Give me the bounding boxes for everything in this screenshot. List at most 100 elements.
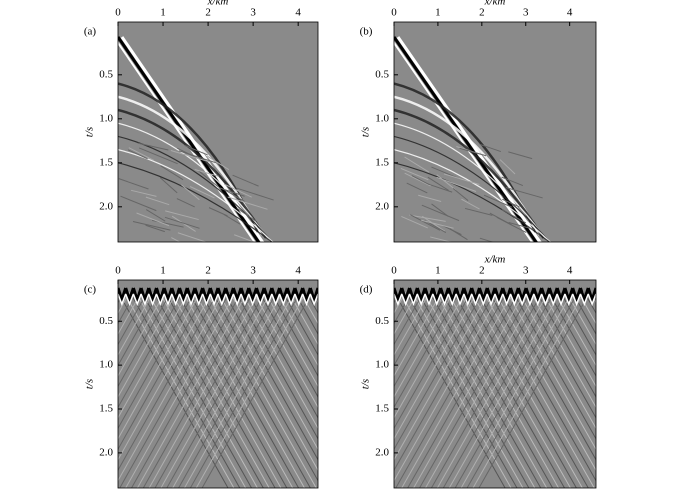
noise bbox=[508, 221, 535, 230]
diagonal-event bbox=[119, 291, 231, 488]
noise bbox=[160, 165, 184, 181]
reflection bbox=[394, 135, 551, 242]
reflection bbox=[118, 108, 268, 239]
diagonal-event bbox=[264, 291, 318, 388]
noise bbox=[410, 214, 441, 231]
noise bbox=[502, 198, 520, 208]
diagonal-event bbox=[118, 291, 225, 482]
diagonal-event bbox=[118, 291, 219, 472]
surface-wave bbox=[171, 293, 181, 307]
diagonal-event bbox=[447, 291, 560, 488]
diagonal-event bbox=[417, 291, 530, 488]
noise bbox=[171, 237, 181, 242]
noise bbox=[136, 212, 170, 227]
diagonal-event bbox=[118, 291, 229, 488]
noise bbox=[128, 147, 155, 161]
diagonal-event bbox=[118, 291, 213, 461]
y-tick-label: 0.5 bbox=[375, 315, 389, 327]
noise bbox=[145, 209, 166, 222]
noise bbox=[427, 176, 449, 191]
surface-wave bbox=[501, 287, 512, 305]
plot-frame bbox=[117, 21, 319, 243]
y-tick-label: 1.5 bbox=[375, 403, 389, 415]
diagonal-event bbox=[394, 291, 484, 451]
diagonal-event bbox=[118, 291, 178, 398]
noise bbox=[177, 232, 208, 242]
wavefront bbox=[118, 41, 256, 242]
surface-wave bbox=[163, 293, 173, 307]
wavefront bbox=[394, 41, 534, 242]
diagonal-event bbox=[205, 291, 317, 488]
diagonal-event bbox=[460, 291, 573, 488]
diagonal-event bbox=[583, 291, 596, 314]
diagonal-event bbox=[288, 291, 318, 346]
x-tick-label: 2 bbox=[205, 265, 211, 277]
surface-wave bbox=[394, 287, 404, 305]
diagonal-event bbox=[241, 291, 318, 430]
surface-wave bbox=[556, 293, 566, 307]
surface-wave bbox=[239, 287, 251, 305]
diagonal-event bbox=[118, 291, 131, 314]
surface-wave bbox=[201, 293, 212, 307]
diagonal-event bbox=[136, 291, 248, 488]
surface-wave bbox=[564, 293, 574, 307]
noise bbox=[483, 194, 513, 208]
diagonal-event bbox=[405, 291, 518, 488]
diagonal-event bbox=[466, 291, 579, 488]
surface-wave bbox=[533, 293, 543, 307]
surface-wave bbox=[408, 293, 419, 307]
surface-wave bbox=[308, 287, 318, 305]
surface-wave bbox=[132, 293, 142, 307]
surface-wave bbox=[155, 293, 165, 307]
noise bbox=[118, 178, 149, 190]
noise bbox=[138, 147, 178, 165]
surface-wave bbox=[193, 287, 205, 305]
diagonal-event bbox=[142, 291, 254, 488]
diagonal-event bbox=[394, 291, 419, 335]
x-tick-label: 0 bbox=[391, 265, 397, 277]
diagonal-event bbox=[172, 291, 284, 488]
surface-wave bbox=[194, 293, 204, 307]
diagonal-event bbox=[441, 291, 554, 488]
diagonal-event bbox=[229, 291, 318, 451]
diagonal-event bbox=[166, 291, 278, 488]
diagonal-event bbox=[448, 291, 561, 488]
surface-wave bbox=[571, 293, 582, 307]
diagonal-event bbox=[458, 291, 571, 488]
noise bbox=[459, 147, 487, 157]
noise bbox=[411, 175, 430, 186]
surface-wave bbox=[586, 287, 596, 305]
diagonal-event bbox=[152, 291, 264, 488]
noise bbox=[409, 214, 446, 222]
noise bbox=[223, 189, 246, 203]
y-tick-label: 2.0 bbox=[375, 446, 389, 458]
surface-wave bbox=[478, 287, 489, 305]
noise bbox=[479, 237, 494, 242]
x-axis-label: x/km bbox=[484, 254, 506, 266]
surface-wave bbox=[232, 293, 242, 307]
diagonal-event bbox=[394, 291, 442, 377]
diagonal-event bbox=[394, 291, 448, 388]
surface-wave bbox=[454, 287, 466, 305]
surface-wave bbox=[209, 293, 219, 307]
diagonal-event bbox=[170, 291, 282, 488]
surface-wave bbox=[416, 293, 426, 307]
surface-wave bbox=[579, 293, 589, 307]
diagonal-event bbox=[476, 291, 589, 488]
surface-wave bbox=[400, 287, 411, 305]
x-tick-label: 0 bbox=[115, 265, 121, 277]
panel-label: (c) bbox=[84, 284, 97, 296]
diagonal-event bbox=[118, 291, 207, 451]
surface-wave bbox=[255, 287, 266, 305]
surface-wave bbox=[278, 287, 289, 305]
noise bbox=[505, 187, 543, 199]
diagonal-event bbox=[425, 291, 538, 488]
noise bbox=[236, 187, 274, 201]
surface-wave bbox=[439, 287, 450, 305]
diagonal-event bbox=[195, 291, 307, 488]
noise bbox=[421, 204, 460, 222]
diagonal-event bbox=[129, 291, 241, 488]
surface-wave bbox=[509, 293, 520, 307]
diagonal-event bbox=[148, 291, 260, 488]
